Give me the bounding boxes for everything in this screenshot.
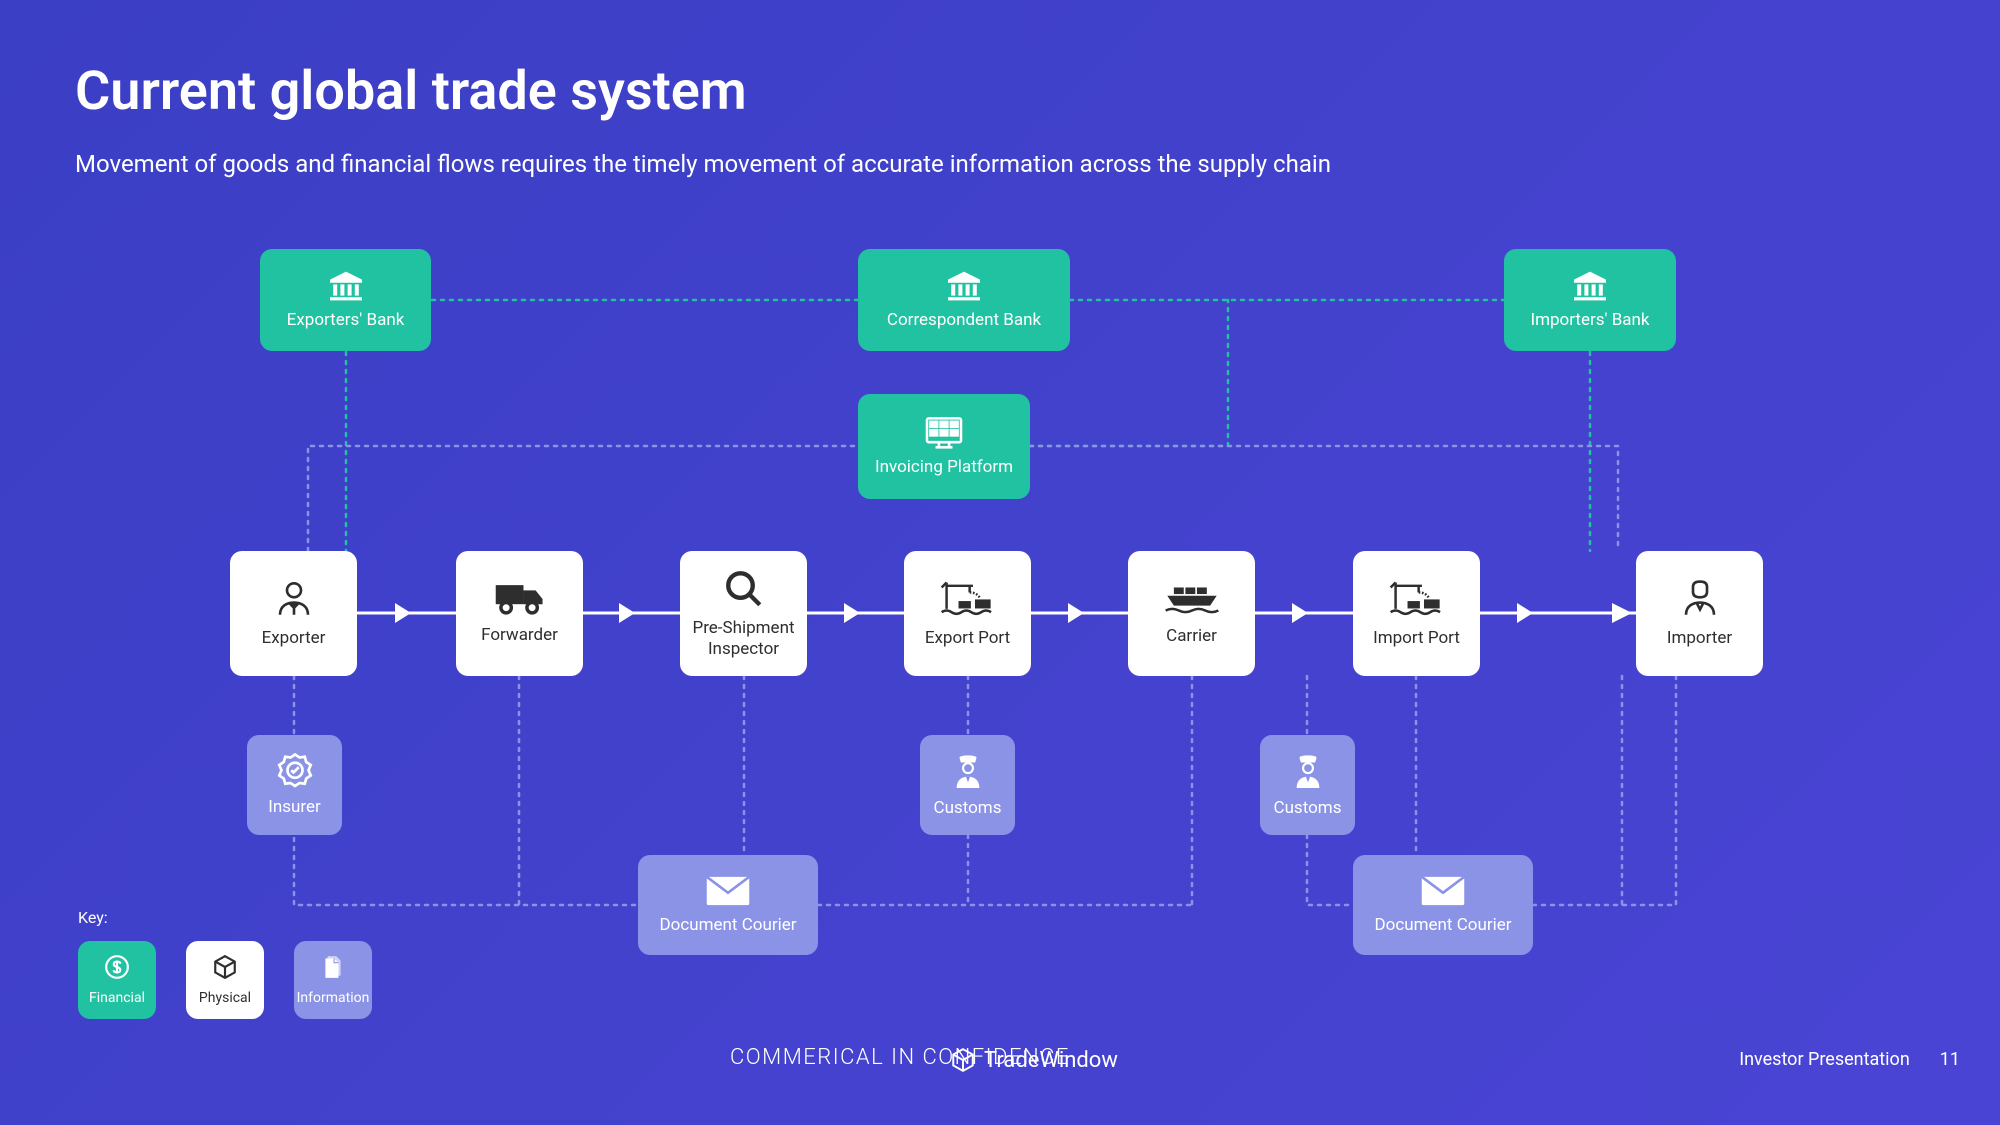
node-label: Customs: [934, 798, 1002, 818]
node-label: Importer: [1667, 628, 1732, 648]
port-icon: [940, 578, 996, 620]
legend-item-financial: Financial: [78, 941, 156, 1019]
node-label: Import Port: [1373, 628, 1460, 648]
footer-page-number: 11: [1940, 1049, 1960, 1070]
node-correspondent: Correspondent Bank: [858, 249, 1070, 351]
bank-icon: [1569, 270, 1611, 302]
node-label: Pre-Shipment Inspector: [692, 618, 795, 659]
cube-icon: [212, 954, 238, 984]
node-label: Customs: [1274, 798, 1342, 818]
node-doc_courier1: Document Courier: [638, 855, 818, 955]
legend-item-label: Information: [297, 990, 370, 1006]
node-label: Carrier: [1166, 626, 1217, 646]
legend-item-label: Physical: [199, 990, 251, 1006]
node-exporters_bank: Exporters' Bank: [260, 249, 431, 351]
legend-item-information: Information: [294, 941, 372, 1019]
officer-icon: [1291, 752, 1325, 790]
node-doc_courier2: Document Courier: [1353, 855, 1533, 955]
port-icon: [1389, 578, 1445, 620]
bank-icon: [325, 270, 367, 302]
officer-icon: [951, 752, 985, 790]
person2-icon: [1679, 578, 1721, 620]
node-customs1: Customs: [920, 735, 1015, 835]
node-label: Invoicing Platform: [875, 457, 1013, 477]
node-export_port: Export Port: [904, 551, 1031, 676]
legend-item-physical: Physical: [186, 941, 264, 1019]
node-label: Forwarder: [481, 625, 558, 645]
bank-icon: [943, 270, 985, 302]
truck-icon: [494, 581, 546, 617]
document-icon: [320, 954, 346, 984]
node-label: Document Courier: [1374, 915, 1511, 935]
node-label: Insurer: [268, 797, 321, 817]
legend-label: Key:: [78, 908, 372, 927]
legend-row: Financial Physical Information: [78, 941, 372, 1019]
envelope-icon: [705, 875, 751, 907]
node-carrier: Carrier: [1128, 551, 1255, 676]
footer-brand-text: TradeWindow: [984, 1048, 1118, 1073]
person-icon: [273, 578, 315, 620]
slide-root: Current global trade system Movement of …: [0, 0, 2000, 1125]
envelope-icon: [1420, 875, 1466, 907]
badge-icon: [277, 753, 313, 789]
node-label: Exporters' Bank: [287, 310, 405, 330]
node-label: Importers' Bank: [1530, 310, 1649, 330]
slide-subtitle: Movement of goods and financial flows re…: [75, 150, 1331, 178]
magnifier-icon: [723, 568, 765, 610]
node-label: Document Courier: [659, 915, 796, 935]
node-importer: Importer: [1636, 551, 1763, 676]
node-insurer: Insurer: [247, 735, 342, 835]
node-importers_bank: Importers' Bank: [1504, 249, 1676, 351]
node-inspector: Pre-Shipment Inspector: [680, 551, 807, 676]
footer-brand: TradeWindow: [950, 1047, 1118, 1073]
brand-cube-icon: [950, 1047, 976, 1073]
footer-right: Investor Presentation 11: [1739, 1049, 1960, 1070]
platform-icon: [923, 415, 965, 449]
node-exporter: Exporter: [230, 551, 357, 676]
node-customs2: Customs: [1260, 735, 1355, 835]
node-label: Correspondent Bank: [887, 310, 1041, 330]
node-label: Exporter: [262, 628, 326, 648]
node-forwarder: Forwarder: [456, 551, 583, 676]
legend-item-label: Financial: [89, 990, 145, 1006]
footer-doc-title: Investor Presentation: [1739, 1049, 1910, 1070]
node-import_port: Import Port: [1353, 551, 1480, 676]
dollar-icon: [104, 954, 130, 984]
ship-icon: [1164, 580, 1220, 618]
legend: Key: Financial Physical Information: [78, 908, 372, 1019]
node-label: Export Port: [925, 628, 1010, 648]
node-invoicing: Invoicing Platform: [858, 394, 1030, 499]
slide-title: Current global trade system: [75, 60, 747, 123]
